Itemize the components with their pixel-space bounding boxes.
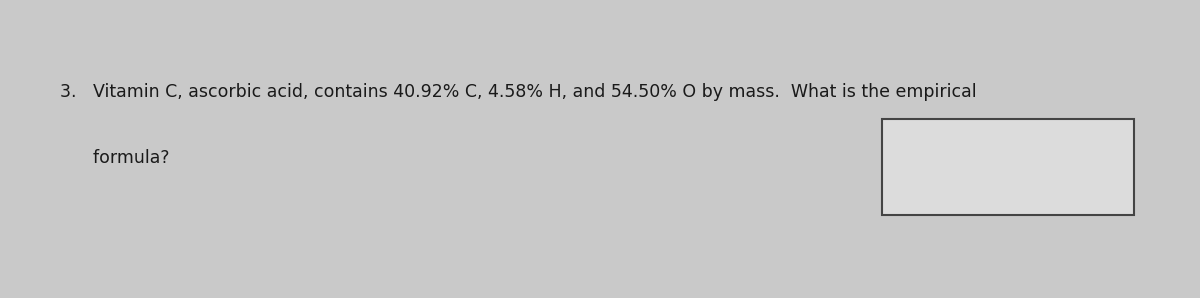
Text: 3.   Vitamin C, ascorbic acid, contains 40.92% C, 4.58% H, and 54.50% O by mass.: 3. Vitamin C, ascorbic acid, contains 40… (60, 83, 977, 101)
Text: formula?: formula? (60, 149, 169, 167)
Bar (882, 119, 1134, 215)
